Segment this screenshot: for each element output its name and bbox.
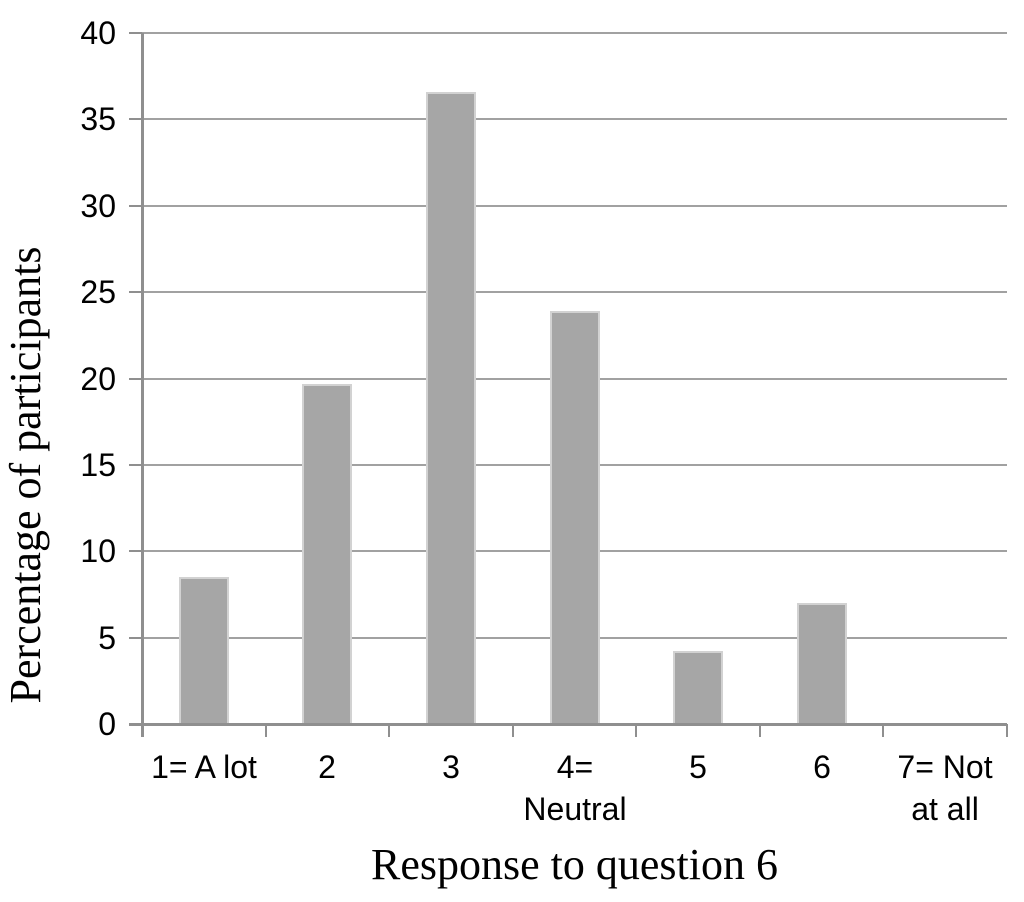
y-tick [129, 463, 142, 466]
x-axis-title: Response to question 6 [371, 840, 778, 889]
y-tick [129, 636, 142, 639]
y-tick-label: 0 [98, 706, 116, 742]
bar-4 [550, 311, 600, 724]
x-tick [882, 724, 884, 737]
x-tick [512, 724, 514, 737]
bar-6 [797, 603, 847, 724]
y-tick-label: 30 [80, 187, 116, 224]
bar-3 [426, 92, 476, 724]
y-tick-label: 10 [80, 533, 116, 570]
x-tick [635, 724, 637, 737]
x-tick-label: 7= Not at all [897, 749, 993, 827]
x-tick-label: 2 [318, 749, 336, 785]
y-gridline [142, 204, 1007, 207]
y-tick [129, 291, 142, 294]
x-tick-label: 5 [689, 749, 707, 785]
y-gridline [142, 32, 1007, 34]
y-tick [129, 32, 142, 34]
x-tick-label: 6 [813, 749, 831, 785]
y-gridline [142, 118, 1007, 121]
y-tick-label: 5 [98, 619, 116, 656]
bar-2 [302, 384, 352, 724]
y-tick [129, 550, 142, 553]
y-tick [129, 118, 142, 121]
y-tick-label: 40 [80, 15, 116, 51]
y-axis-line [141, 33, 144, 737]
bar-1 [179, 577, 229, 724]
y-tick-label: 15 [80, 446, 116, 483]
x-tick [265, 724, 267, 737]
x-tick-label: 4= Neutral [523, 749, 627, 827]
y-tick-label: 35 [80, 101, 116, 138]
x-tick [1006, 724, 1008, 737]
bar-5 [673, 651, 723, 724]
y-tick-label: 20 [80, 360, 116, 397]
y-tick-label: 25 [80, 274, 116, 311]
x-tick [388, 724, 390, 737]
x-tick [759, 724, 761, 737]
y-tick [129, 377, 142, 380]
x-tick-label: 3 [442, 749, 460, 785]
x-tick-label: 1= A lot [151, 749, 257, 785]
x-tick [141, 724, 143, 737]
y-gridline [142, 291, 1007, 294]
y-tick [129, 204, 142, 207]
x-axis-line [129, 723, 1007, 726]
